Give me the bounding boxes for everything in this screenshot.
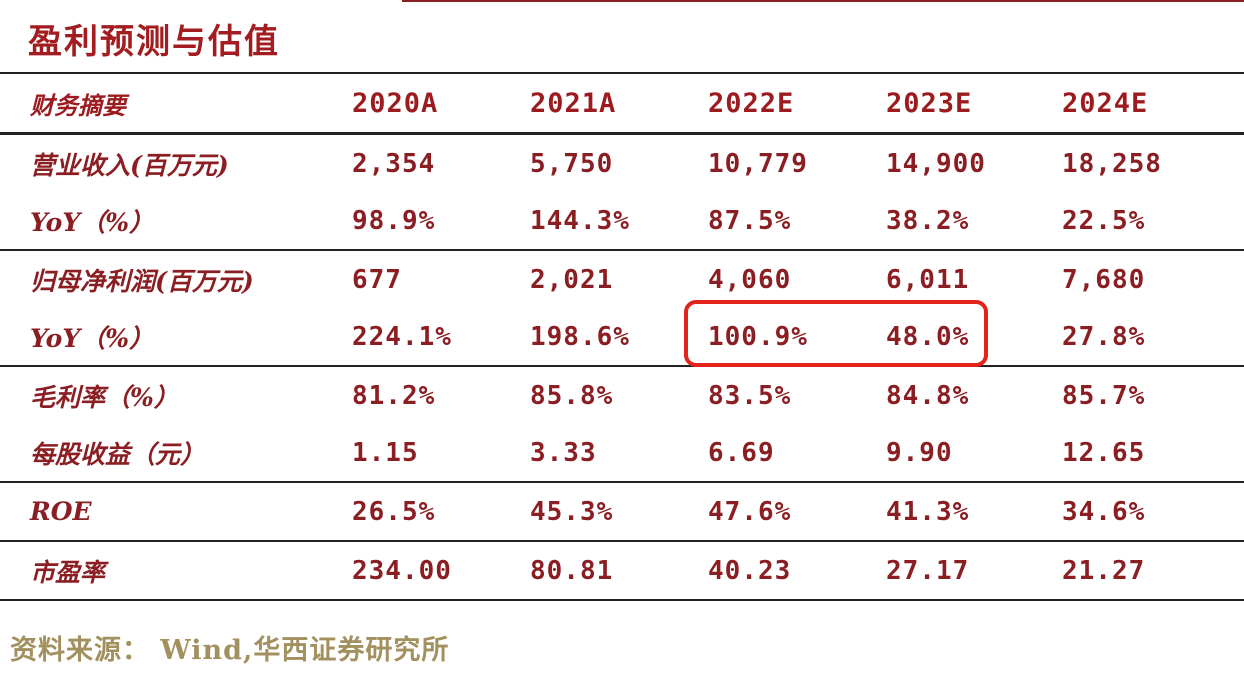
table-cell: 6.69 [708, 437, 775, 468]
table-cell-highlighted: 48.0% [886, 321, 970, 352]
table-row-net-profit: 归母净利润(百万元) 677 2,021 4,060 6,011 7,680 [0, 251, 1244, 308]
table-cell: 234.00 [352, 555, 452, 586]
table-cell: 10,779 [708, 148, 808, 179]
table-cell: 12.65 [1062, 437, 1146, 468]
row-label: YoY（%） [30, 323, 154, 353]
table-row-gross-margin: 毛利率（%） 81.2% 85.8% 83.5% 84.8% 85.7% [0, 367, 1244, 424]
table-cell: 85.7% [1062, 380, 1146, 411]
table-row-revenue-yoy: YoY（%） 98.9% 144.3% 87.5% 38.2% 22.5% [0, 192, 1244, 249]
row-label: 营业收入(百万元) [30, 150, 229, 180]
row-label: 毛利率（%） [30, 382, 179, 412]
table-rule [0, 540, 1244, 542]
row-label: YoY（%） [30, 207, 154, 237]
table-row-pe: 市盈率 234.00 80.81 40.23 27.17 21.27 [0, 542, 1244, 599]
table-rule-bottom [0, 599, 1244, 601]
table-cell: 81.2% [352, 380, 436, 411]
table-header-row: 财务摘要 2020A 2021A 2022E 2023E 2024E [0, 74, 1244, 132]
table-cell: 224.1% [352, 321, 452, 352]
table-cell: 85.8% [530, 380, 614, 411]
source-citation: 资料来源： Wind,华西证券研究所 [10, 635, 450, 666]
table-cell: 2,354 [352, 148, 436, 179]
header-2024e: 2024E [1062, 87, 1149, 119]
table-cell: 22.5% [1062, 205, 1146, 236]
header-2022e: 2022E [708, 87, 795, 119]
table-rule [0, 132, 1244, 135]
header-summary: 财务摘要 [30, 90, 126, 120]
table-rule [0, 481, 1244, 483]
table-cell: 2,021 [530, 264, 614, 295]
table-cell-highlighted: 100.9% [708, 321, 808, 352]
table-cell: 47.6% [708, 496, 792, 527]
table-cell: 83.5% [708, 380, 792, 411]
table-cell: 144.3% [530, 205, 630, 236]
table-rule-top [0, 72, 1244, 74]
row-label: 市盈率 [30, 557, 106, 587]
financial-table: 财务摘要 2020A 2021A 2022E 2023E 2024E 营业收入(… [0, 72, 1244, 601]
table-row-revenue: 营业收入(百万元) 2,354 5,750 10,779 14,900 18,2… [0, 135, 1244, 192]
table-row-roe: ROE 26.5% 45.3% 47.6% 41.3% 34.6% [0, 483, 1244, 540]
table-cell: 40.23 [708, 555, 792, 586]
row-label: ROE [30, 497, 92, 526]
header-2023e: 2023E [886, 87, 973, 119]
table-cell: 41.3% [886, 496, 970, 527]
table-row-eps: 每股收益（元） 1.15 3.33 6.69 9.90 12.65 [0, 424, 1244, 481]
table-cell: 98.9% [352, 205, 436, 236]
table-cell: 4,060 [708, 264, 792, 295]
table-cell: 26.5% [352, 496, 436, 527]
table-cell: 6,011 [886, 264, 970, 295]
table-cell: 27.8% [1062, 321, 1146, 352]
header-2021a: 2021A [530, 87, 617, 119]
table-cell: 34.6% [1062, 496, 1146, 527]
header-2020a: 2020A [352, 87, 439, 119]
table-cell: 9.90 [886, 437, 953, 468]
table-cell: 7,680 [1062, 264, 1146, 295]
page-title: 盈利预测与估值 [28, 22, 280, 62]
table-cell: 14,900 [886, 148, 986, 179]
table-cell: 38.2% [886, 205, 970, 236]
row-label: 每股收益（元） [30, 439, 206, 469]
table-cell: 5,750 [530, 148, 614, 179]
table-cell: 677 [352, 264, 402, 295]
table-cell: 21.27 [1062, 555, 1146, 586]
table-cell: 18,258 [1062, 148, 1162, 179]
top-divider [402, 0, 1244, 2]
table-cell: 198.6% [530, 321, 630, 352]
table-rule [0, 249, 1244, 251]
table-cell: 3.33 [530, 437, 597, 468]
row-label: 归母净利润(百万元) [30, 266, 254, 296]
table-row-net-profit-yoy: YoY（%） 224.1% 198.6% 100.9% 48.0% 27.8% [0, 308, 1244, 365]
table-cell: 84.8% [886, 380, 970, 411]
table-cell: 80.81 [530, 555, 614, 586]
table-cell: 27.17 [886, 555, 970, 586]
table-rule [0, 365, 1244, 367]
table-cell: 45.3% [530, 496, 614, 527]
table-cell: 1.15 [352, 437, 419, 468]
table-cell: 87.5% [708, 205, 792, 236]
